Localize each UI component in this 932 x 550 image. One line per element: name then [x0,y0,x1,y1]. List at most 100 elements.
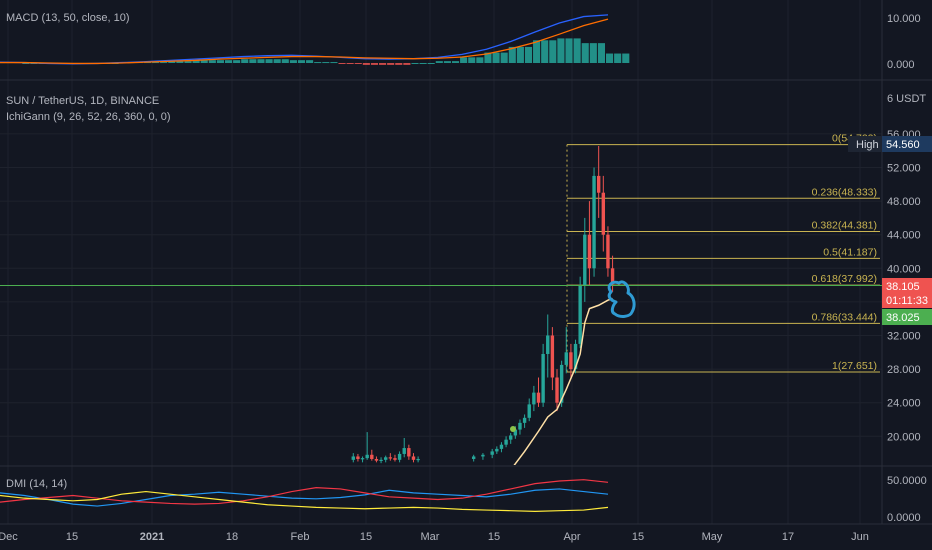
indicator-title[interactable]: IchiGann (9, 26, 52, 26, 360, 0, 0) [6,111,171,123]
time-axis[interactable]: Dec 15 2021 18 Feb 15 Mar 15 Apr 15 May 17 Jun [0,531,869,543]
time-axis-label-2: 2021 [140,531,164,543]
macd-histogram-bar [208,60,216,63]
candle-2021-02-22[interactable] [397,451,402,463]
candle-2021-02-13[interactable] [356,453,360,462]
candle-2021-02-17[interactable] [374,456,379,463]
candle-2021-02-14[interactable] [360,456,365,463]
brush-drawing[interactable] [607,280,636,318]
candle-body [550,335,555,378]
candlestick-series[interactable] [351,145,615,464]
candle-2021-03-22[interactable] [527,398,531,422]
candle-2021-03-30[interactable] [564,327,568,374]
last-price-badge [882,278,932,308]
candle-body [573,343,578,370]
candle-2021-02-23[interactable] [402,437,406,458]
macd-histogram-bar [565,38,573,63]
macd-histogram-bar [346,63,354,64]
macd-histogram-bar [468,57,476,63]
candle-2021-02-12[interactable] [351,453,355,463]
candle-2021-02-21[interactable] [393,454,397,462]
time-axis-label-9: 15 [632,531,644,543]
macd-histogram-bar [614,53,622,63]
candle-2021-02-24[interactable] [407,444,411,460]
candle-body [499,444,504,449]
macd-histogram-bar [573,38,581,63]
candle-body [610,268,615,285]
candle-2021-02-19[interactable] [384,455,388,463]
fib-level-label-1: 0.236(48.333) [812,186,877,198]
signal-line [0,18,609,65]
candle-2021-03-18[interactable] [509,432,513,444]
macd-histogram-bar [484,52,492,63]
candle-2021-04-03[interactable] [583,217,587,302]
adx-line [0,490,609,512]
dmi-axis-label-zero: 0.0000 [887,512,921,524]
macd-histogram-bar [176,61,184,63]
macd-histogram-bar [622,53,630,63]
time-axis-label-7: 15 [488,531,500,543]
candle-2021-03-16[interactable] [499,442,504,453]
candle-2021-02-15[interactable] [365,432,369,460]
candle-body [495,448,499,452]
candle-2021-03-15[interactable] [495,446,499,454]
candle-2021-02-26[interactable] [416,456,420,463]
candle-2021-04-02[interactable] [578,276,582,349]
price-axis-label-6: 32.000 [887,331,921,343]
candle-2021-03-20[interactable] [518,419,522,435]
candle-2021-02-20[interactable] [388,453,393,461]
candle-2021-03-12[interactable] [481,453,485,460]
macd-histogram-bar [152,62,160,64]
macd-histogram-bar [419,63,427,64]
candle-body [532,392,536,405]
time-axis-label-6: Mar [421,531,440,543]
candle-2021-03-14[interactable] [490,448,494,459]
candle-2021-03-10[interactable] [471,454,476,462]
symbol-title[interactable]: SUN / TetherUS, 1D, BINANCE [6,95,159,107]
candle-body [407,448,411,457]
macd-histogram-bar [249,59,257,63]
candle-2021-02-16[interactable] [370,449,374,461]
dmi-axis-label-top: 50.0000 [887,475,927,487]
candle-2021-03-17[interactable] [504,436,508,448]
macd-axis-label-top: 10.000 [887,13,921,25]
unit-label[interactable]: 6 USDT [887,93,926,105]
candle-2021-03-24[interactable] [536,377,541,407]
macd-histogram-bar [370,63,379,65]
candle-body [536,392,541,403]
candle-2021-03-25[interactable] [541,343,545,407]
macd-pane[interactable] [0,14,630,65]
macd-histogram-bar [581,43,589,63]
macd-histogram-bar [435,61,443,63]
candle-body [606,234,610,269]
macd-title[interactable]: MACD (13, 50, close, 10) [6,12,130,24]
candle-2021-03-31[interactable] [569,343,573,378]
time-axis-label-11: 17 [782,531,794,543]
candle-body [546,335,550,354]
price-axis-label-9: 20.000 [887,431,921,443]
candle-2021-04-06[interactable] [596,145,601,218]
candle-2021-02-25[interactable] [411,453,416,463]
candle-2021-04-08[interactable] [606,226,610,277]
time-axis-label-5: 15 [360,531,372,543]
candle-2021-03-28[interactable] [555,369,559,412]
price-axis-label-7: 28.000 [887,364,921,376]
dmi-pane[interactable] [0,479,609,512]
candle-2021-04-04[interactable] [587,201,592,286]
candle-2021-03-21[interactable] [522,414,527,428]
candle-body [509,435,513,440]
fib-level-label-6: 1(27.651) [832,360,877,372]
candle-2021-03-27[interactable] [550,327,555,391]
candle-2021-02-18[interactable] [379,457,383,464]
high-label: High [856,139,879,151]
macd-histogram-bar [216,60,224,63]
price-axis[interactable]: 56.00052.00048.00044.00040.00036.00032.0… [887,129,921,443]
dmi-title[interactable]: DMI (14, 14) [6,478,67,490]
candle-2021-04-05[interactable] [592,167,596,277]
macd-histogram-bar [403,63,411,65]
macd-histogram-bar [168,61,176,63]
candle-2021-03-23[interactable] [532,385,536,412]
candle-2021-03-26[interactable] [546,314,550,378]
bid-price: 38.025 [886,312,920,324]
candle-2021-04-07[interactable] [601,175,606,252]
